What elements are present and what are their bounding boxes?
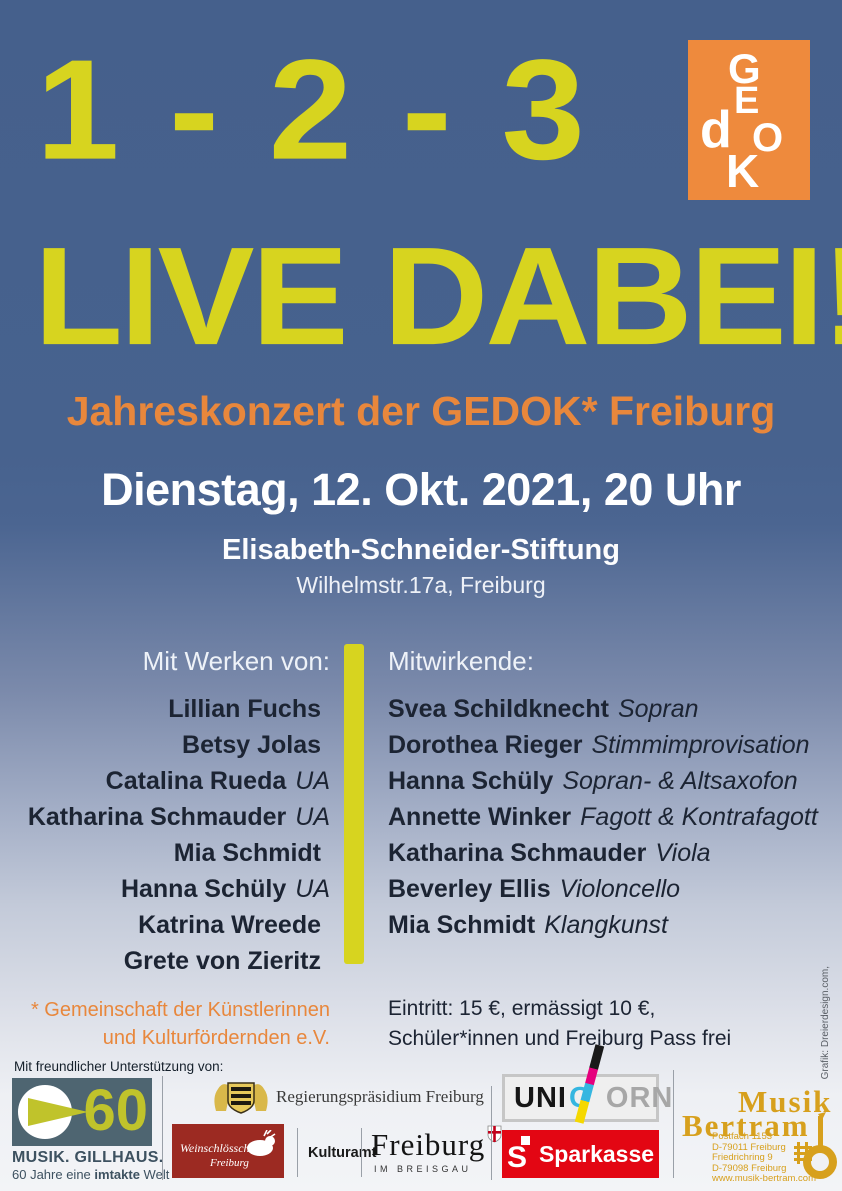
gillhaus-60-badge: 60 xyxy=(83,1078,148,1143)
freiburg-logo: Freiburg IM BREISGAU xyxy=(371,1125,502,1174)
gedok-logo: G E d O K xyxy=(688,40,810,200)
performer-row: Beverley Ellis Violoncello xyxy=(388,875,681,903)
venue: Elisabeth-Schneider-Stiftung xyxy=(222,534,620,566)
bertram-address: Postfach 1153 D-79011 Freiburg Friedrich… xyxy=(712,1131,816,1184)
gillhaus-name: MUSIK. GILLHAUS. xyxy=(12,1149,164,1166)
work-row: Mia Schmidt xyxy=(173,839,321,867)
gillhaus-logo: 60 xyxy=(12,1078,152,1146)
work-row: Katharina Schmauder UA xyxy=(27,803,330,831)
work-row: Katrina Wreede xyxy=(138,911,321,939)
work-row: Hanna Schüly UA xyxy=(120,875,330,903)
ticket-info: Eintritt: 15 €, ermässigt 10 €, Schüler*… xyxy=(388,997,732,1050)
gedok-letter: K xyxy=(726,145,760,197)
gedok-footnote: * Gemeinschaft der Künstlerinnen und Kul… xyxy=(30,999,330,1049)
coat-of-arms-icon xyxy=(214,1082,268,1114)
column-divider-bar xyxy=(344,644,364,964)
freiburg-shield-icon xyxy=(487,1125,502,1143)
footer-divider xyxy=(361,1128,362,1177)
performer-row: Annette Winker Fagott & Kontrafagott xyxy=(388,803,818,831)
kulturamt-label: Kulturamt xyxy=(308,1145,377,1161)
performers-column: Mitwirkende: Svea Schildknecht Sopran Dor… xyxy=(388,646,838,943)
work-row: Betsy Jolas xyxy=(182,731,321,759)
work-row: Catalina Rueda UA xyxy=(105,767,330,795)
footer-divider xyxy=(673,1070,674,1178)
musik-bertram-logo: Musik Bertram Postfach 1153 D-79011 Frei… xyxy=(682,1070,840,1188)
performer-row: Mia Schmidt Klangkunst xyxy=(388,911,668,939)
gedok-letter: d xyxy=(700,101,732,159)
headline-numbers: 1 - 2 - 3 xyxy=(36,29,589,190)
performer-row: Katharina Schmauder Viola xyxy=(388,839,711,867)
footer-divider xyxy=(162,1076,163,1180)
sparkasse-s-icon: S xyxy=(507,1136,530,1173)
works-header: Mit Werken von: xyxy=(142,646,330,676)
weinschloesschen-logo: Weinschlösschen Freiburg xyxy=(172,1124,284,1178)
sparkasse-logo: S Sparkasse xyxy=(502,1130,659,1178)
work-row: Lillian Fuchs xyxy=(168,695,321,723)
gedok-letter: G xyxy=(728,45,761,92)
gedok-letter: E xyxy=(734,80,760,122)
footer-divider xyxy=(297,1128,298,1177)
footer-divider xyxy=(491,1086,492,1180)
works-column: Mit Werken von: Lillian Fuchs Betsy Jola… xyxy=(0,646,330,979)
performers-header: Mitwirkende: xyxy=(388,646,534,676)
sponsors-header: Mit freundlicher Unterstützung von: xyxy=(14,1059,224,1074)
event-date: Dienstag, 12. Okt. 2021, 20 Uhr xyxy=(101,464,741,515)
headline: LIVE DABEI! xyxy=(34,217,842,374)
performer-row: Hanna Schüly Sopran- & Altsaxofon xyxy=(388,767,798,795)
performer-row: Svea Schildknecht Sopran xyxy=(388,695,699,723)
regierungspraesidium-label: Regierungspräsidium Freiburg xyxy=(276,1087,484,1106)
performer-row: Dorothea Rieger Stimmimprovisation xyxy=(388,731,810,759)
horn-icon xyxy=(28,1098,88,1126)
trumpet-icon xyxy=(794,1112,837,1179)
stag-icon xyxy=(247,1130,276,1156)
gillhaus-tagline: 60 Jahre eine imtakte Welt xyxy=(12,1167,170,1182)
subtitle: Jahreskonzert der GEDOK* Freiburg xyxy=(66,388,776,434)
design-credit: Grafik: Dreierdesign.com, xyxy=(820,966,831,1080)
gedok-letter: O xyxy=(752,116,784,160)
venue-address: Wilhelmstr.17a, Freiburg xyxy=(296,572,546,598)
work-row: Grete von Zieritz xyxy=(123,947,321,975)
